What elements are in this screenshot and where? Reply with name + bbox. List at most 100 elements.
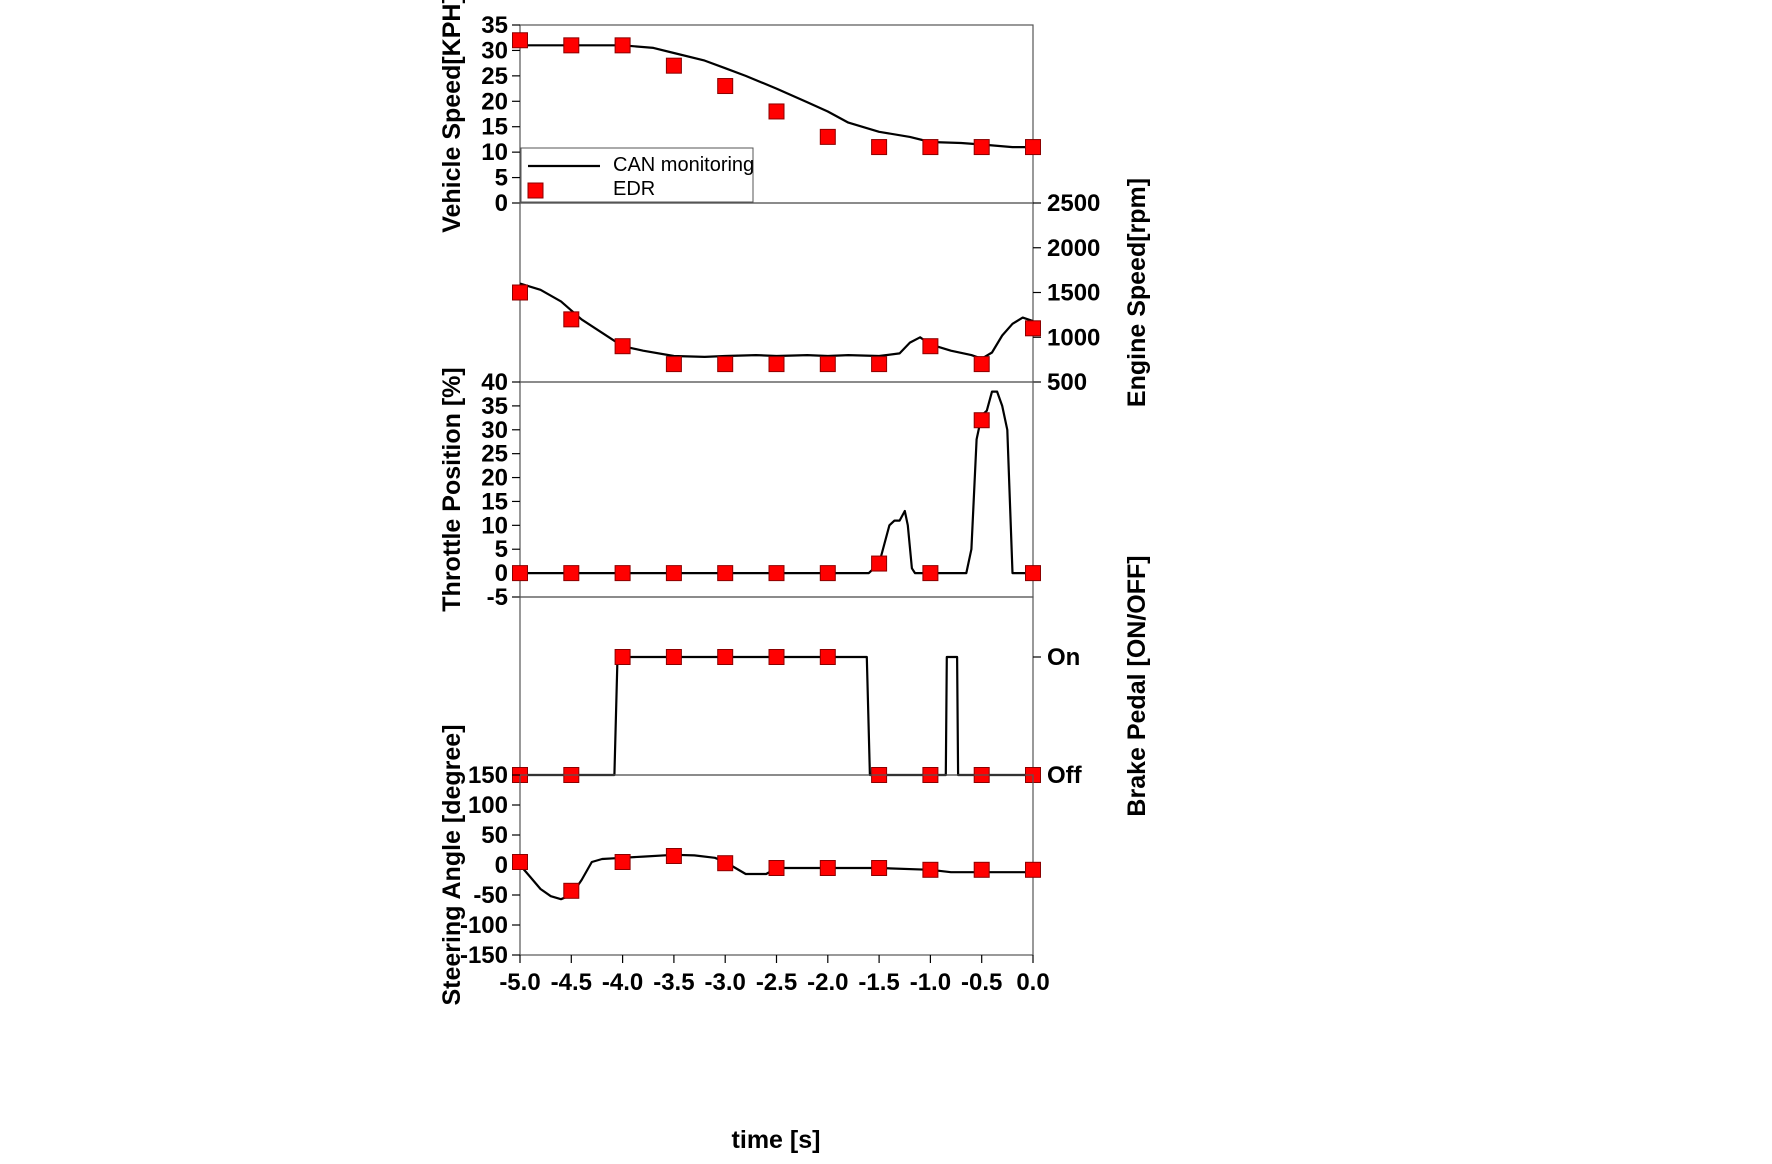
edr-point [512, 565, 528, 582]
edr-point [1025, 565, 1041, 582]
x-tick-label: -3.0 [705, 969, 746, 996]
edr-point [717, 649, 734, 665]
can-monitoring-line [520, 655, 1033, 777]
y-tick-label: 0 [495, 852, 508, 879]
y-tick-label: 100 [468, 792, 508, 819]
can-monitoring-line [520, 44, 1033, 149]
x-tick-label: -0.5 [961, 969, 1002, 996]
edr-point [512, 32, 528, 49]
y-tick-label: 30 [481, 37, 508, 64]
y-tick-label: 2500 [1047, 190, 1100, 217]
y-tick-label: 0 [495, 190, 508, 217]
edr-point [614, 565, 631, 582]
edr-point [819, 565, 836, 582]
panel-brake-pedal: Off On Brake Pedal [ON/OFF] [512, 555, 1151, 817]
edr-point [819, 649, 836, 665]
y-tick-label: 0 [495, 560, 508, 587]
y-tick-label: On [1047, 644, 1080, 671]
panel-frame [519, 596, 1034, 776]
y-tick-label: 10 [481, 512, 508, 539]
y-tick-label: -100 [460, 912, 508, 939]
edr-point [819, 356, 836, 373]
edr-point [665, 356, 682, 373]
edr-point [819, 128, 836, 145]
edr-point [768, 649, 785, 665]
edr-point [717, 855, 734, 872]
panel-frame [519, 381, 1034, 598]
y-tick-label: 35 [481, 12, 508, 39]
edr-point [665, 848, 682, 864]
legend-square-swatch [527, 182, 544, 199]
edr-point [614, 37, 631, 54]
edr-point [512, 284, 528, 301]
y-axis-title-throttle-position: Throttle Position [%] [438, 367, 466, 611]
edr-point [922, 565, 939, 582]
edr-point [871, 356, 888, 373]
edr-point [717, 356, 734, 373]
y-tick-label: 2000 [1047, 235, 1100, 262]
y-tick-label: 20 [481, 465, 508, 492]
y-tick-label: 30 [481, 417, 508, 444]
edr-point [768, 565, 785, 582]
edr-point [614, 649, 631, 665]
y-tick-label: Off [1047, 762, 1083, 789]
y-tick-label: 25 [481, 441, 508, 468]
x-tick-label: -4.0 [602, 969, 643, 996]
edr-point [922, 139, 939, 156]
edr-point [563, 311, 580, 328]
x-tick-label: -1.5 [858, 969, 899, 996]
can-monitoring-line [519, 853, 1033, 901]
edr-point [512, 854, 528, 870]
edr-point [871, 555, 888, 572]
y-tick-label: 20 [481, 88, 508, 115]
edr-point [614, 854, 631, 870]
edr-point [973, 356, 990, 373]
edr-point [563, 37, 580, 54]
y-tick-label: -50 [473, 882, 508, 909]
can-monitoring-line [520, 390, 1033, 575]
edr-point [1025, 139, 1041, 156]
edr-point [768, 860, 785, 876]
edr-point [871, 139, 888, 156]
edr-point [922, 861, 939, 878]
edr-point [768, 356, 785, 373]
edr-point [819, 860, 836, 876]
edr-point [665, 649, 682, 665]
y-tick-label: 25 [481, 63, 508, 90]
edr-point [563, 565, 580, 582]
edr-point [768, 103, 785, 120]
y-tick-label: 40 [481, 369, 508, 396]
x-tick-label: 0.0 [1016, 969, 1049, 996]
x-tick-label: -2.5 [756, 969, 797, 996]
y-tick-label: 150 [468, 762, 508, 789]
edr-point [1025, 861, 1041, 878]
legend-label-edr: EDR [613, 178, 655, 200]
y-tick-label: 50 [481, 822, 508, 849]
y-axis-title-vehicle-speed: Vehicle Speed[KPH] [438, 0, 466, 233]
y-tick-label: 15 [481, 488, 508, 515]
y-tick-label: 500 [1047, 369, 1087, 396]
edr-point [717, 78, 734, 95]
can-monitoring-line [519, 282, 1034, 360]
edr-point [1025, 320, 1041, 337]
y-tick-label: 5 [495, 536, 508, 563]
x-axis-title: time [s] [732, 1126, 821, 1154]
x-tick-label: -1.0 [910, 969, 951, 996]
y-tick-label: 35 [481, 393, 508, 420]
y-tick-label: 5 [495, 165, 508, 192]
y-axis-title-steering-angle: Steering Angle [degree] [438, 724, 466, 1005]
edr-point [871, 860, 888, 876]
edr-point [563, 882, 580, 899]
edr-point [922, 338, 939, 355]
y-axis-title-engine-speed: Engine Speed[rpm] [1123, 178, 1151, 407]
y-tick-label: -150 [460, 942, 508, 969]
edr-point [973, 139, 990, 156]
y-tick-label: 10 [481, 139, 508, 166]
edr-point [973, 861, 990, 878]
edr-point [717, 565, 734, 582]
